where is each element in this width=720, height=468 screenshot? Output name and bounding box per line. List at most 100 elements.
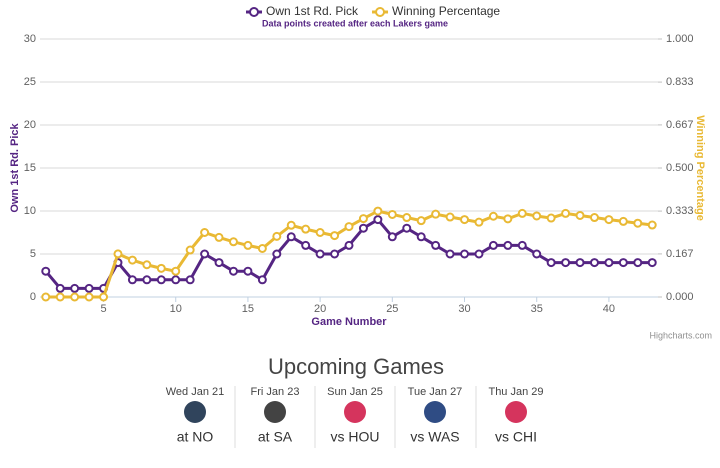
y2-axis-title: Winning Percentage — [694, 115, 706, 221]
point — [257, 275, 267, 285]
point — [517, 208, 527, 218]
point — [70, 283, 80, 293]
game-date: Fri Jan 23 — [251, 386, 300, 398]
point — [55, 292, 65, 302]
x-tick-label: 40 — [603, 303, 615, 315]
point — [373, 206, 383, 216]
x-tick-label: 20 — [314, 303, 326, 315]
point — [589, 213, 599, 223]
point — [488, 211, 498, 221]
point — [517, 240, 527, 250]
y-tick-label: 25 — [24, 76, 36, 88]
game-date: Sun Jan 25 — [327, 386, 383, 398]
point — [402, 213, 412, 223]
point — [618, 258, 628, 268]
point — [315, 249, 325, 259]
y-tick-label: 20 — [24, 119, 36, 131]
point — [647, 220, 657, 230]
legend-label: Own 1st Rd. Pick — [266, 4, 359, 18]
point — [503, 214, 513, 224]
y-tick-label: 10 — [24, 205, 36, 217]
point — [330, 249, 340, 259]
point — [84, 292, 94, 302]
point — [243, 240, 253, 250]
point — [474, 217, 484, 227]
point — [647, 258, 657, 268]
legend-marker — [249, 7, 259, 17]
point — [387, 232, 397, 242]
point — [561, 258, 571, 268]
point — [445, 249, 455, 259]
point — [257, 243, 267, 253]
point — [460, 215, 470, 225]
point — [200, 228, 210, 237]
y-tick-label: 5 — [30, 248, 36, 260]
point — [127, 275, 137, 285]
point — [156, 275, 166, 285]
x-tick-label: 15 — [242, 303, 254, 315]
point — [243, 266, 253, 276]
point — [532, 249, 542, 259]
point — [460, 249, 470, 259]
y-axis-title: Own 1st Rd. Pick — [9, 122, 21, 212]
point — [272, 231, 282, 241]
team-logo — [505, 401, 527, 423]
point — [228, 237, 238, 247]
point — [228, 266, 238, 276]
point — [171, 266, 181, 276]
point — [358, 223, 368, 233]
point — [272, 249, 282, 259]
y2-tick-label: 0.833 — [666, 76, 694, 88]
point — [185, 275, 195, 285]
point — [214, 232, 224, 242]
team-logo — [344, 401, 366, 423]
point — [546, 258, 556, 268]
y2-tick-label: 0.333 — [666, 205, 694, 217]
point — [633, 218, 643, 228]
point — [358, 214, 368, 224]
y2-tick-label: 1.000 — [666, 33, 694, 45]
legend-marker — [375, 7, 386, 17]
point — [185, 245, 195, 255]
point — [402, 223, 412, 233]
point — [589, 258, 599, 268]
point — [503, 240, 513, 250]
point — [214, 258, 224, 268]
game-matchup: vs HOU — [331, 429, 380, 445]
y-tick-label: 30 — [24, 33, 36, 45]
point — [200, 249, 210, 259]
game-matchup: vs CHI — [495, 429, 537, 445]
y2-tick-label: 0.667 — [666, 119, 694, 131]
point — [84, 283, 94, 293]
team-logo — [424, 401, 446, 423]
point — [41, 266, 51, 276]
point — [575, 258, 585, 268]
legend-label: Winning Percentage — [392, 4, 500, 18]
x-axis-title: Game Number — [311, 316, 387, 328]
point — [301, 224, 311, 234]
y2-tick-label: 0.500 — [666, 162, 694, 174]
point — [575, 210, 585, 220]
game-matchup: at SA — [258, 429, 293, 445]
point — [315, 228, 325, 237]
point — [142, 260, 152, 270]
point — [156, 263, 166, 273]
point — [286, 232, 296, 242]
x-tick-label: 25 — [386, 303, 398, 315]
game-date: Wed Jan 21 — [166, 386, 225, 398]
point — [445, 212, 455, 222]
point — [301, 240, 311, 250]
y-tick-label: 15 — [24, 162, 36, 174]
point — [55, 283, 65, 293]
point — [561, 208, 571, 218]
subtitle: Data points created after each Lakers ga… — [262, 18, 448, 28]
point — [127, 255, 137, 265]
credits: Highcharts.com — [649, 330, 712, 340]
point — [387, 209, 397, 219]
point — [286, 220, 296, 230]
y2-tick-label: 0.167 — [666, 248, 694, 260]
game-date: Tue Jan 27 — [408, 386, 463, 398]
point — [330, 231, 340, 241]
game-date: Thu Jan 29 — [488, 386, 543, 398]
